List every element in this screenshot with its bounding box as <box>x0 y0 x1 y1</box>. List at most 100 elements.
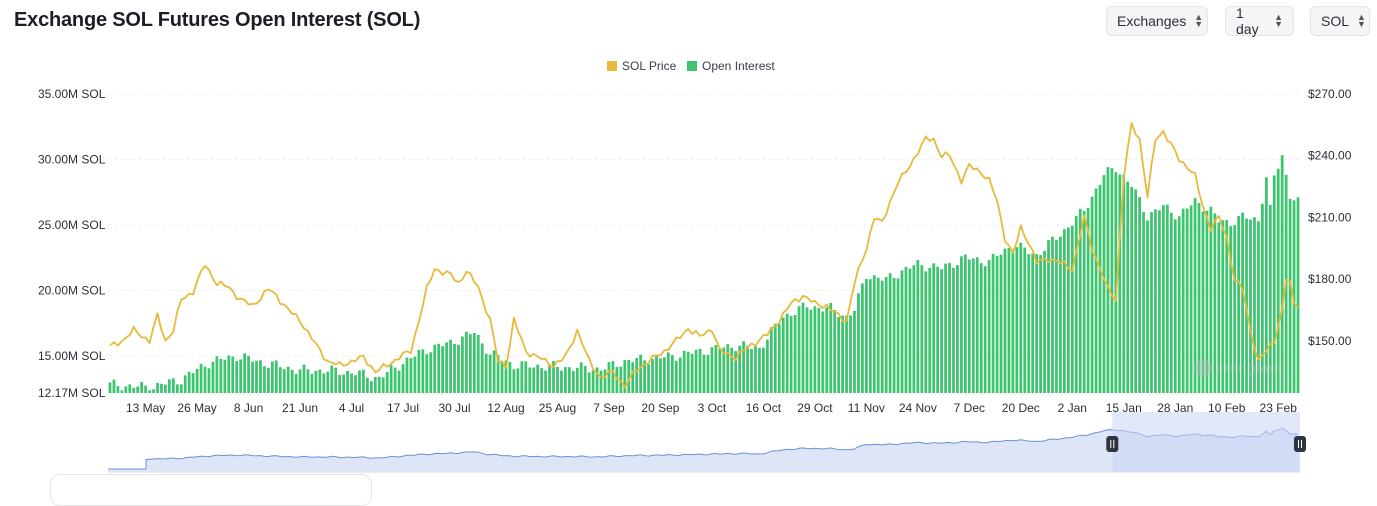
navigator-area <box>108 428 1300 472</box>
oi-bar <box>373 377 377 393</box>
oi-bar <box>841 315 844 393</box>
oi-bar <box>421 349 425 393</box>
oi-bar <box>350 373 353 393</box>
oi-bar <box>797 306 801 393</box>
oi-bar <box>1082 211 1086 393</box>
oi-bar <box>465 331 468 393</box>
oi-bar <box>219 358 223 393</box>
oi-bar <box>1209 206 1213 393</box>
left-axis-tick: 12.17M SOL <box>38 386 106 400</box>
oi-bar <box>599 370 603 393</box>
oi-bar <box>690 353 694 393</box>
oi-bar <box>591 370 595 393</box>
oi-bar <box>1086 207 1090 393</box>
oi-bar <box>1197 203 1201 393</box>
watermark: coinglass <box>1194 359 1285 377</box>
x-axis-tick: 20 Dec <box>1002 401 1040 415</box>
oi-bar <box>647 364 650 393</box>
oi-bar <box>425 354 429 393</box>
oi-bar <box>128 384 132 393</box>
oi-bar <box>991 253 995 393</box>
oi-bar <box>975 257 979 393</box>
x-axis: 13 May 26 May 8 Jun 21 Jun 4 Jul 17 Jul 30 Jul… <box>126 401 1297 415</box>
legend-swatch-oi <box>687 61 697 71</box>
oi-bar <box>453 344 456 393</box>
oi-bar <box>508 362 512 393</box>
oi-bar <box>987 260 991 393</box>
price-line <box>109 122 1299 389</box>
oi-bar <box>813 306 817 393</box>
oi-bar <box>734 351 738 393</box>
oi-bar <box>326 371 330 393</box>
oi-bar <box>1165 204 1169 393</box>
chevron-updown-icon: ▲ ▼ <box>1194 12 1204 29</box>
left-axis-tick: 30.00M SOL <box>38 152 106 166</box>
oi-bar <box>694 349 698 393</box>
oi-bar <box>369 381 373 393</box>
oi-bar <box>916 259 920 393</box>
oi-bar <box>552 361 555 393</box>
right-axis-tick: $210.00 <box>1308 210 1352 224</box>
oi-bar <box>607 362 611 393</box>
exchanges-select[interactable]: Exchanges ▲ ▼ <box>1106 6 1208 36</box>
left-axis: 35.00M SOL 30.00M SOL 25.00M SOL 20.00M SOL… <box>38 87 106 400</box>
oi-bar <box>144 385 147 393</box>
oi-bar <box>136 386 140 393</box>
oi-bar <box>211 361 215 393</box>
oi-bar <box>393 367 397 393</box>
oi-bar <box>872 275 876 393</box>
oi-bar <box>437 343 441 393</box>
oi-bar <box>948 263 951 393</box>
page-title: Exchange SOL Futures Open Interest (SOL) <box>14 9 421 31</box>
coinglass-logo-icon <box>1194 359 1212 377</box>
oi-bar <box>1292 200 1296 393</box>
oi-bar <box>445 342 448 393</box>
oi-bar <box>231 356 235 393</box>
oi-bar <box>152 389 155 393</box>
oi-bar <box>171 378 175 393</box>
x-axis-tick: 16 Oct <box>746 401 782 415</box>
oi-bar <box>892 277 896 393</box>
chart-legend[interactable]: SOL Price Open Interest <box>607 59 775 73</box>
oi-bar <box>401 364 405 393</box>
oi-bar <box>809 309 813 393</box>
oi-bar <box>1162 205 1165 393</box>
navigator-selection <box>1112 412 1300 472</box>
coin-select[interactable]: SOL ▲ ▼ <box>1310 6 1370 36</box>
oi-bar <box>639 354 643 393</box>
oi-bar <box>270 361 274 393</box>
oi-bar <box>1217 222 1221 393</box>
oi-bar <box>1205 211 1209 393</box>
oi-bar <box>366 377 369 393</box>
oi-bar <box>449 339 452 393</box>
oi-bars <box>108 155 1300 393</box>
oi-bar <box>512 369 516 393</box>
x-axis-tick: 11 Nov <box>848 401 885 415</box>
oi-bar <box>868 279 872 393</box>
oi-bar <box>140 381 144 393</box>
oi-bar <box>611 361 615 393</box>
oi-bar <box>500 361 504 393</box>
oi-bar <box>674 360 678 393</box>
oi-bar <box>564 367 567 393</box>
oi-bar <box>1126 181 1130 393</box>
navigator-handle-right <box>1294 436 1306 452</box>
oi-bar <box>259 360 262 393</box>
oi-bar <box>575 367 579 393</box>
x-axis-tick: 4 Jul <box>339 401 364 415</box>
interval-select[interactable]: 1 day ▲ ▼ <box>1225 5 1294 37</box>
oi-bar <box>385 371 389 393</box>
oi-bar <box>516 368 520 393</box>
oi-bar <box>801 302 805 393</box>
bottom-card <box>50 474 372 506</box>
chevron-updown-icon: ▲ ▼ <box>1274 12 1283 29</box>
x-axis-tick: 24 Nov <box>899 401 937 415</box>
oi-bar <box>322 373 326 393</box>
range-navigator[interactable] <box>108 412 1306 473</box>
oi-bar <box>587 372 591 393</box>
oi-bar <box>900 270 904 393</box>
oi-bar <box>310 373 314 393</box>
right-axis: $270.00 $240.00 $210.00 $180.00 $150.00 <box>1308 87 1352 348</box>
oi-bar <box>160 383 163 393</box>
oi-bar <box>1110 168 1114 393</box>
